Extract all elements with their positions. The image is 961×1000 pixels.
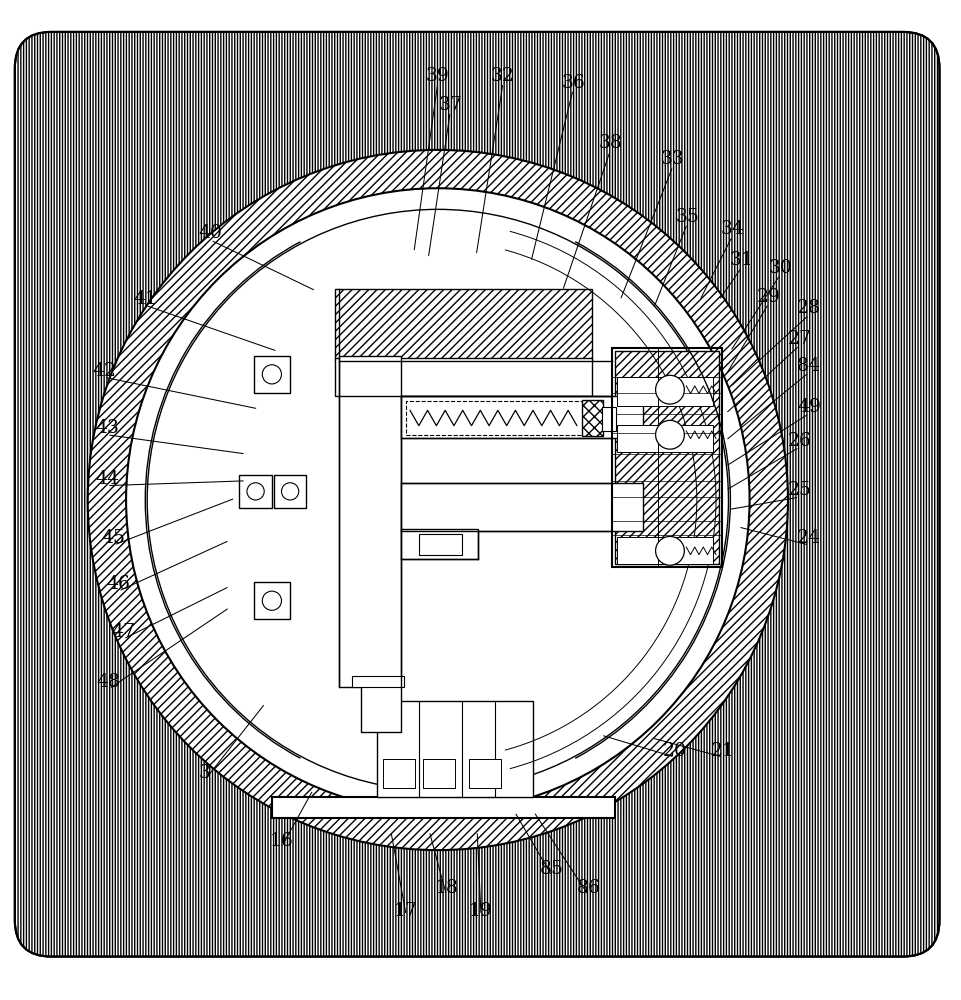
Text: 49: 49 bbox=[797, 398, 820, 416]
Bar bbox=[272, 797, 615, 818]
Bar bbox=[617, 425, 712, 452]
Text: 24: 24 bbox=[797, 529, 820, 547]
Bar bbox=[617, 377, 712, 406]
Text: 3: 3 bbox=[199, 764, 210, 782]
Circle shape bbox=[654, 420, 683, 449]
Circle shape bbox=[654, 375, 683, 404]
Bar bbox=[382, 759, 414, 788]
Text: 46: 46 bbox=[107, 575, 131, 593]
Text: 48: 48 bbox=[97, 673, 121, 691]
Text: 36: 36 bbox=[560, 74, 584, 92]
Circle shape bbox=[126, 188, 749, 812]
Bar bbox=[418, 534, 461, 555]
Bar bbox=[615, 351, 718, 564]
Text: 86: 86 bbox=[576, 879, 600, 897]
Text: 42: 42 bbox=[92, 362, 116, 380]
Text: 32: 32 bbox=[491, 67, 514, 85]
Bar bbox=[334, 358, 592, 396]
Circle shape bbox=[247, 483, 264, 500]
Text: 35: 35 bbox=[675, 208, 699, 226]
Text: 16: 16 bbox=[269, 832, 293, 850]
Text: 38: 38 bbox=[598, 134, 622, 152]
Bar bbox=[423, 759, 455, 788]
Bar bbox=[254, 356, 290, 393]
Bar bbox=[469, 759, 501, 788]
Text: 21: 21 bbox=[710, 742, 734, 760]
Bar bbox=[612, 348, 721, 567]
Text: 29: 29 bbox=[756, 288, 780, 306]
Wedge shape bbox=[150, 212, 437, 788]
Bar bbox=[401, 483, 643, 531]
Text: 17: 17 bbox=[394, 902, 418, 920]
Bar bbox=[617, 537, 712, 564]
Text: 43: 43 bbox=[95, 419, 119, 437]
Text: 33: 33 bbox=[660, 150, 684, 168]
Text: 30: 30 bbox=[768, 259, 792, 277]
Bar bbox=[274, 475, 307, 508]
Text: 84: 84 bbox=[797, 357, 820, 375]
Bar bbox=[602, 407, 616, 431]
Text: 20: 20 bbox=[662, 742, 686, 760]
FancyBboxPatch shape bbox=[14, 32, 939, 957]
Text: 39: 39 bbox=[426, 67, 449, 85]
Text: 45: 45 bbox=[102, 529, 126, 547]
Bar bbox=[401, 529, 478, 559]
Circle shape bbox=[149, 211, 726, 789]
Text: 85: 85 bbox=[539, 860, 563, 878]
Bar bbox=[338, 356, 401, 687]
Bar bbox=[334, 289, 592, 361]
Text: 31: 31 bbox=[729, 251, 753, 269]
Bar bbox=[401, 396, 643, 438]
Text: 37: 37 bbox=[438, 96, 462, 114]
Text: 28: 28 bbox=[797, 299, 820, 317]
Bar bbox=[351, 676, 404, 687]
Text: 25: 25 bbox=[787, 481, 811, 499]
Text: 40: 40 bbox=[198, 224, 222, 242]
FancyBboxPatch shape bbox=[14, 32, 939, 957]
Bar bbox=[377, 701, 532, 797]
Text: 19: 19 bbox=[469, 902, 492, 920]
Bar bbox=[581, 400, 603, 436]
Circle shape bbox=[654, 536, 683, 565]
Text: 18: 18 bbox=[434, 879, 458, 897]
Bar bbox=[406, 401, 590, 435]
Bar bbox=[254, 582, 290, 619]
Circle shape bbox=[262, 591, 282, 610]
Bar bbox=[239, 475, 272, 508]
Bar bbox=[360, 684, 401, 732]
Circle shape bbox=[282, 483, 299, 500]
Circle shape bbox=[262, 365, 282, 384]
Text: 27: 27 bbox=[787, 330, 811, 348]
Text: 47: 47 bbox=[111, 623, 136, 641]
Text: 44: 44 bbox=[95, 470, 119, 488]
Text: 26: 26 bbox=[787, 432, 810, 450]
Text: 34: 34 bbox=[720, 220, 744, 238]
Text: 41: 41 bbox=[134, 290, 157, 308]
Circle shape bbox=[87, 150, 787, 850]
